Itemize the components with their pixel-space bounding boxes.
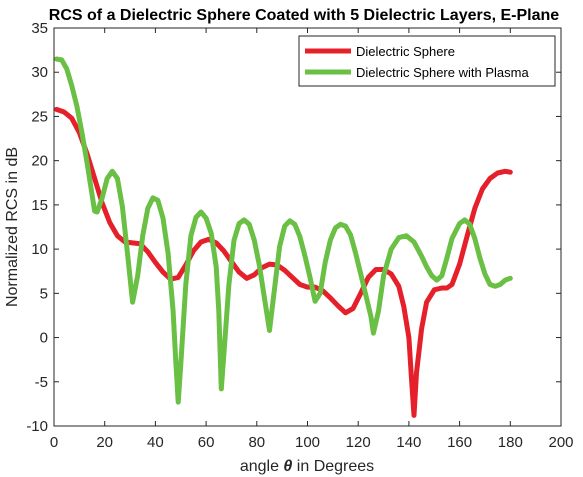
x-axis-label-suffix: in Degrees <box>292 458 374 475</box>
y-tick-label: 10 <box>31 241 48 258</box>
legend: Dielectric Sphere Dielectric Sphere with… <box>298 35 556 87</box>
legend-label-dielectric-sphere-with-plasma: Dielectric Sphere with Plasma <box>356 65 529 80</box>
x-tick-label: 100 <box>295 434 320 451</box>
x-axis-ticks: 0 20 40 60 80 100 120 140 160 180 200 <box>50 28 574 451</box>
y-tick-label: 25 <box>31 108 48 125</box>
plot-area-frame <box>53 27 562 427</box>
legend-label-dielectric-sphere: Dielectric Sphere <box>356 44 455 59</box>
series-line-dielectric-sphere-with-plasma <box>54 56 513 405</box>
y-tick-label: 30 <box>31 64 48 81</box>
y-tick-label: -10 <box>26 418 48 435</box>
chart-title: RCS of a Dielectric Sphere Coated with 5… <box>49 7 560 24</box>
y-tick-label: 15 <box>31 197 48 214</box>
x-axis-label-symbol: θ <box>283 458 292 475</box>
x-tick-label: 80 <box>248 434 265 451</box>
y-tick-label: 0 <box>40 330 48 347</box>
x-tick-label: 20 <box>96 434 113 451</box>
x-tick-label: 40 <box>147 434 164 451</box>
y-axis-ticks: -10 -5 0 5 10 15 20 25 30 35 <box>26 20 561 435</box>
x-tick-label: 60 <box>198 434 215 451</box>
x-tick-label: 200 <box>548 434 573 451</box>
x-tick-label: 0 <box>50 434 58 451</box>
x-tick-label: 160 <box>447 434 472 451</box>
x-axis-label: angle θ in Degrees <box>240 458 374 475</box>
x-tick-label: 140 <box>396 434 421 451</box>
y-axis-label: Normalized RCS in dB <box>4 147 21 307</box>
y-tick-label: 35 <box>31 20 48 37</box>
series-line-dielectric-sphere <box>54 106 513 418</box>
y-tick-label: -5 <box>35 374 48 391</box>
x-tick-label: 120 <box>346 434 371 451</box>
x-axis-label-prefix: angle <box>240 458 284 475</box>
legend-box <box>298 35 556 87</box>
x-tick-label: 180 <box>498 434 523 451</box>
plot-lines <box>54 56 513 418</box>
y-tick-label: 5 <box>40 285 48 302</box>
y-tick-label: 20 <box>31 153 48 170</box>
